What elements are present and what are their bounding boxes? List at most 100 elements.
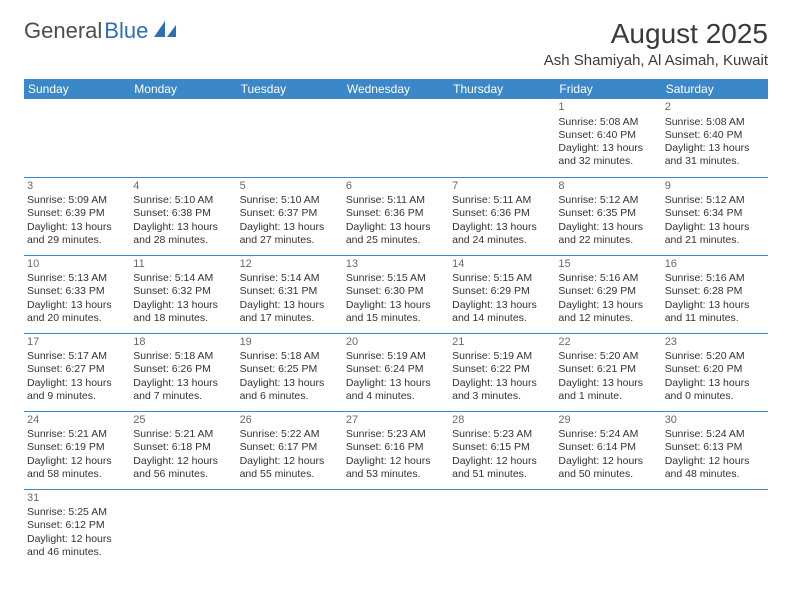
calendar-day-cell: 9Sunrise: 5:12 AMSunset: 6:34 PMDaylight… [662, 177, 768, 255]
sunrise-text: Sunrise: 5:24 AM [558, 428, 658, 441]
sunset-text: Sunset: 6:36 PM [346, 207, 446, 220]
day-number: 22 [558, 336, 658, 350]
sunrise-text: Sunrise: 5:19 AM [346, 350, 446, 363]
sunrise-text: Sunrise: 5:19 AM [452, 350, 552, 363]
sunset-text: Sunset: 6:21 PM [558, 363, 658, 376]
day-number: 26 [240, 414, 340, 428]
day-number: 3 [27, 180, 127, 194]
sunrise-text: Sunrise: 5:25 AM [27, 506, 127, 519]
daylight-text: Daylight: 13 hours and 15 minutes. [346, 299, 446, 325]
daylight-text: Daylight: 13 hours and 32 minutes. [558, 142, 658, 168]
daylight-text: Daylight: 13 hours and 14 minutes. [452, 299, 552, 325]
calendar-day-cell: 20Sunrise: 5:19 AMSunset: 6:24 PMDayligh… [343, 333, 449, 411]
sunrise-text: Sunrise: 5:15 AM [346, 272, 446, 285]
calendar-day-cell: 15Sunrise: 5:16 AMSunset: 6:29 PMDayligh… [555, 255, 661, 333]
daylight-text: Daylight: 12 hours and 46 minutes. [27, 533, 127, 559]
location-text: Ash Shamiyah, Al Asimah, Kuwait [544, 52, 768, 69]
calendar-week-row: 24Sunrise: 5:21 AMSunset: 6:19 PMDayligh… [24, 411, 768, 489]
calendar-day-cell: 16Sunrise: 5:16 AMSunset: 6:28 PMDayligh… [662, 255, 768, 333]
sunset-text: Sunset: 6:32 PM [133, 285, 233, 298]
calendar-day-cell: 17Sunrise: 5:17 AMSunset: 6:27 PMDayligh… [24, 333, 130, 411]
calendar-day-cell [237, 99, 343, 177]
sunrise-text: Sunrise: 5:18 AM [133, 350, 233, 363]
day-number: 29 [558, 414, 658, 428]
sunrise-text: Sunrise: 5:22 AM [240, 428, 340, 441]
day-number: 30 [665, 414, 765, 428]
day-number: 7 [452, 180, 552, 194]
weekday-header-row: Sunday Monday Tuesday Wednesday Thursday… [24, 79, 768, 99]
calendar-day-cell: 11Sunrise: 5:14 AMSunset: 6:32 PMDayligh… [130, 255, 236, 333]
daylight-text: Daylight: 12 hours and 55 minutes. [240, 455, 340, 481]
daylight-text: Daylight: 13 hours and 22 minutes. [558, 221, 658, 247]
calendar-week-row: 10Sunrise: 5:13 AMSunset: 6:33 PMDayligh… [24, 255, 768, 333]
calendar-day-cell: 30Sunrise: 5:24 AMSunset: 6:13 PMDayligh… [662, 411, 768, 489]
day-number: 12 [240, 258, 340, 272]
calendar-day-cell: 10Sunrise: 5:13 AMSunset: 6:33 PMDayligh… [24, 255, 130, 333]
sunset-text: Sunset: 6:14 PM [558, 441, 658, 454]
sunrise-text: Sunrise: 5:20 AM [558, 350, 658, 363]
day-number: 10 [27, 258, 127, 272]
daylight-text: Daylight: 13 hours and 11 minutes. [665, 299, 765, 325]
sunset-text: Sunset: 6:33 PM [27, 285, 127, 298]
sunrise-text: Sunrise: 5:14 AM [240, 272, 340, 285]
logo: GeneralBlue [24, 18, 178, 44]
sunrise-text: Sunrise: 5:18 AM [240, 350, 340, 363]
daylight-text: Daylight: 13 hours and 7 minutes. [133, 377, 233, 403]
sunset-text: Sunset: 6:30 PM [346, 285, 446, 298]
sunrise-text: Sunrise: 5:10 AM [240, 194, 340, 207]
sunset-text: Sunset: 6:17 PM [240, 441, 340, 454]
day-number: 11 [133, 258, 233, 272]
sunrise-text: Sunrise: 5:08 AM [558, 116, 658, 129]
daylight-text: Daylight: 13 hours and 3 minutes. [452, 377, 552, 403]
sunset-text: Sunset: 6:35 PM [558, 207, 658, 220]
day-number: 25 [133, 414, 233, 428]
sunset-text: Sunset: 6:40 PM [665, 129, 765, 142]
daylight-text: Daylight: 12 hours and 51 minutes. [452, 455, 552, 481]
sunset-text: Sunset: 6:27 PM [27, 363, 127, 376]
daylight-text: Daylight: 13 hours and 18 minutes. [133, 299, 233, 325]
sunrise-text: Sunrise: 5:20 AM [665, 350, 765, 363]
calendar-day-cell: 7Sunrise: 5:11 AMSunset: 6:36 PMDaylight… [449, 177, 555, 255]
calendar-day-cell: 2Sunrise: 5:08 AMSunset: 6:40 PMDaylight… [662, 99, 768, 177]
month-title: August 2025 [544, 18, 768, 50]
calendar-day-cell [449, 99, 555, 177]
sunrise-text: Sunrise: 5:23 AM [346, 428, 446, 441]
calendar-week-row: 31Sunrise: 5:25 AMSunset: 6:12 PMDayligh… [24, 489, 768, 567]
logo-text-general: General [24, 18, 102, 44]
daylight-text: Daylight: 13 hours and 27 minutes. [240, 221, 340, 247]
sunset-text: Sunset: 6:12 PM [27, 519, 127, 532]
daylight-text: Daylight: 13 hours and 0 minutes. [665, 377, 765, 403]
day-number: 27 [346, 414, 446, 428]
sunrise-text: Sunrise: 5:12 AM [665, 194, 765, 207]
day-number: 20 [346, 336, 446, 350]
day-number: 21 [452, 336, 552, 350]
daylight-text: Daylight: 13 hours and 21 minutes. [665, 221, 765, 247]
daylight-text: Daylight: 13 hours and 1 minute. [558, 377, 658, 403]
daylight-text: Daylight: 13 hours and 12 minutes. [558, 299, 658, 325]
logo-text-blue: Blue [104, 18, 148, 44]
day-number: 23 [665, 336, 765, 350]
calendar-week-row: 3Sunrise: 5:09 AMSunset: 6:39 PMDaylight… [24, 177, 768, 255]
sunrise-text: Sunrise: 5:16 AM [558, 272, 658, 285]
calendar-day-cell: 6Sunrise: 5:11 AMSunset: 6:36 PMDaylight… [343, 177, 449, 255]
day-number: 6 [346, 180, 446, 194]
day-number: 5 [240, 180, 340, 194]
sunset-text: Sunset: 6:24 PM [346, 363, 446, 376]
calendar-week-row: 1Sunrise: 5:08 AMSunset: 6:40 PMDaylight… [24, 99, 768, 177]
sunrise-text: Sunrise: 5:16 AM [665, 272, 765, 285]
sunset-text: Sunset: 6:26 PM [133, 363, 233, 376]
sunset-text: Sunset: 6:31 PM [240, 285, 340, 298]
sunrise-text: Sunrise: 5:15 AM [452, 272, 552, 285]
sunset-text: Sunset: 6:34 PM [665, 207, 765, 220]
day-number: 19 [240, 336, 340, 350]
calendar-week-row: 17Sunrise: 5:17 AMSunset: 6:27 PMDayligh… [24, 333, 768, 411]
calendar-day-cell [130, 99, 236, 177]
sunrise-text: Sunrise: 5:12 AM [558, 194, 658, 207]
daylight-text: Daylight: 12 hours and 48 minutes. [665, 455, 765, 481]
sunset-text: Sunset: 6:18 PM [133, 441, 233, 454]
weekday-header: Saturday [662, 79, 768, 99]
day-number: 31 [27, 492, 127, 506]
sunset-text: Sunset: 6:20 PM [665, 363, 765, 376]
sunset-text: Sunset: 6:29 PM [558, 285, 658, 298]
sunset-text: Sunset: 6:39 PM [27, 207, 127, 220]
